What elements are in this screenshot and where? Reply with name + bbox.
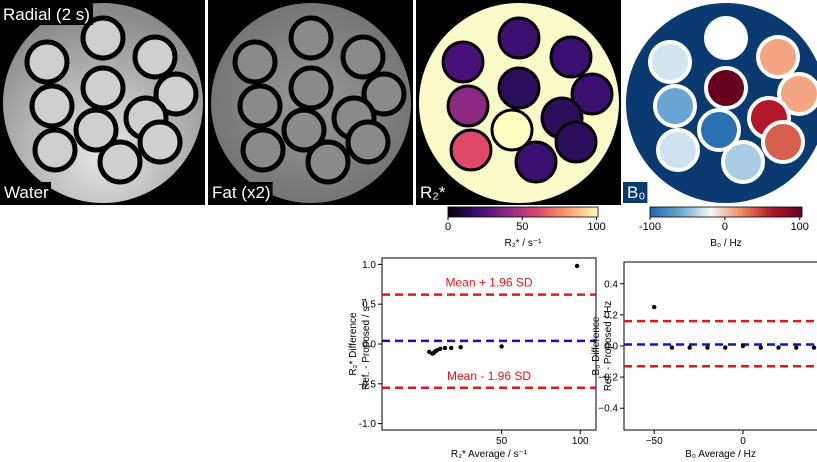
x-tick-label: 100: [572, 436, 589, 447]
vial: [499, 68, 539, 108]
image-panel: Water Radial (2 s): [0, 0, 205, 205]
colorbar-label: R₂* / s⁻¹: [505, 238, 543, 249]
vial: [27, 42, 67, 82]
vial: [235, 42, 275, 82]
y-axis-label: B₀ Difference: [591, 316, 602, 375]
colorbar: [650, 207, 802, 217]
data-point: [723, 345, 727, 349]
vial: [291, 18, 331, 58]
y-tick-label: 0.4: [604, 279, 618, 290]
vial: [758, 37, 798, 77]
data-point: [652, 305, 656, 309]
data-point: [688, 345, 692, 349]
vial: [343, 37, 383, 77]
vial: [348, 122, 388, 162]
data-point: [449, 346, 453, 350]
limit-label: Mean + 1.96 SD: [445, 276, 532, 290]
data-point: [670, 345, 674, 349]
data-point: [812, 345, 816, 349]
vial: [32, 86, 72, 126]
x-tick-label: 0: [740, 436, 746, 447]
y-axis-label: R₂* Difference: [348, 312, 359, 376]
vial: [723, 142, 763, 182]
vial: [706, 68, 746, 108]
data-point: [759, 345, 763, 349]
vial: [763, 122, 803, 162]
x-tick-label: 50: [496, 436, 508, 447]
vial: [35, 130, 75, 170]
vial: [658, 130, 698, 170]
data-point: [776, 345, 780, 349]
vial: [451, 130, 491, 170]
vial: [83, 68, 123, 108]
colorbar: [448, 207, 598, 217]
vial: [650, 42, 690, 82]
colorbar-tick-label: -100: [639, 221, 661, 233]
panel-label: R₂*: [420, 183, 446, 202]
colorbar-tick-label: 100: [587, 221, 605, 233]
vial: [516, 142, 556, 182]
figure: Water Radial (2 s) Fat (x2) R₂* B₀ 0 50 100 R₂* …: [0, 0, 817, 462]
y-axis-label: Ref. - Proposed / Hz: [603, 301, 614, 392]
panel-label: Water: [4, 183, 49, 202]
image-panel: R₂*: [416, 0, 621, 205]
colorbar-tick-label: 0: [445, 221, 451, 233]
y-tick-label: -1.0: [359, 419, 377, 430]
colorbar-tick-label: 100: [791, 221, 809, 233]
vial: [135, 37, 175, 77]
plot-frame: [624, 262, 817, 430]
vial: [308, 142, 348, 182]
y-tick-label: −0.4: [598, 404, 618, 415]
vial: [655, 86, 695, 126]
vial: [443, 42, 483, 82]
data-point: [458, 345, 462, 349]
limit-label: Mean - 1.96 SD: [447, 369, 531, 383]
y-axis-label: Ref. - Proposed / s⁻¹: [361, 297, 372, 390]
image-panel: Fat (x2): [208, 0, 413, 205]
colorbar-tick-label: 50: [516, 221, 528, 233]
x-axis-label: R₂* Average / s⁻¹: [451, 449, 528, 460]
vial: [551, 37, 591, 77]
colorbar-tick-label: 0: [722, 221, 728, 233]
x-tick-label: −50: [646, 436, 663, 447]
vial: [243, 130, 283, 170]
data-point: [705, 345, 709, 349]
data-point: [499, 344, 503, 348]
vial: [448, 86, 488, 126]
vial: [556, 122, 596, 162]
vial: [291, 68, 331, 108]
data-point: [575, 264, 579, 268]
panel-label: B₀: [627, 183, 645, 202]
data-point: [438, 347, 442, 351]
vial: [240, 86, 280, 126]
panel-label: Fat (x2): [212, 183, 271, 202]
vial: [100, 142, 140, 182]
data-point: [741, 344, 745, 348]
data-point: [443, 346, 447, 350]
image-panel: B₀: [623, 0, 817, 205]
vial: [140, 122, 180, 162]
data-point: [794, 345, 798, 349]
panel-header: Radial (2 s): [3, 5, 90, 24]
vial: [499, 18, 539, 58]
x-axis-label: B₀ Average / Hz: [685, 449, 756, 460]
colorbar-label: B₀ / Hz: [710, 238, 741, 249]
y-tick-label: 1.0: [362, 260, 376, 271]
vial: [706, 18, 746, 58]
